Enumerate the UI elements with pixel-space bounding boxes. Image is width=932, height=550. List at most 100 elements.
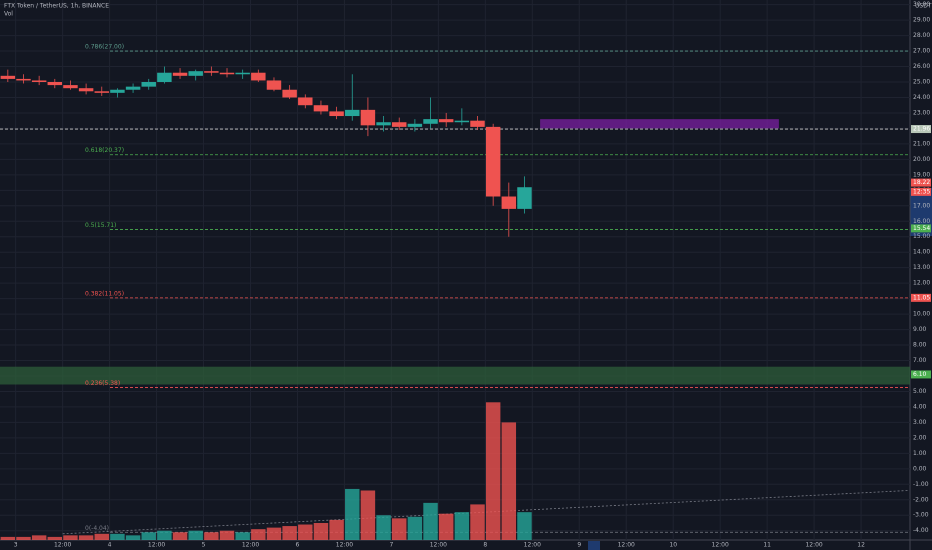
candle-body — [266, 80, 282, 90]
x-tick-label: 10 — [669, 542, 677, 549]
x-tick-label: 12:00 — [242, 542, 259, 549]
volume-bar — [157, 530, 172, 540]
y-tick-label: 13.00 — [913, 264, 930, 271]
x-tick-label: 12:00 — [524, 542, 541, 549]
price-tag-label: 18.22 — [913, 179, 930, 186]
x-tick-label: 12:00 — [430, 542, 447, 549]
y-tick-label: 14.00 — [913, 249, 930, 256]
candle-body — [172, 72, 188, 76]
candle-body — [219, 72, 235, 75]
unit-label: USDT — [915, 3, 932, 10]
x-tick-label: 12:00 — [148, 542, 165, 549]
candle-body — [0, 75, 16, 79]
zone — [0, 366, 910, 385]
volume-bar — [329, 519, 344, 540]
y-tick-label: 25.00 — [913, 79, 930, 86]
volume-bar — [391, 518, 407, 540]
volume-bar — [423, 502, 438, 540]
time-highlight — [588, 541, 600, 550]
y-tick-label: 4.00 — [913, 403, 927, 410]
y-tick-label: 30.00 — [913, 1, 930, 8]
y-tick-label: 12.00 — [913, 280, 930, 287]
chart-title: FTX Token / TetherUS, 1h, BINANCE — [4, 3, 109, 10]
level-label: 0.786(27.00) — [85, 44, 124, 51]
y-tick-label: 27.00 — [913, 48, 930, 55]
x-tick-label: 12 — [857, 542, 865, 549]
price-tag — [911, 293, 931, 302]
volume-bar — [313, 522, 329, 540]
y-tick-label: 28.00 — [913, 32, 930, 39]
candle-body — [110, 89, 125, 93]
volume-bar — [407, 516, 423, 540]
y-tick-label: 20.00 — [913, 156, 930, 163]
price-tag-label: 12:35 — [913, 188, 930, 195]
x-tick-label: 5 — [202, 542, 206, 549]
volume-bar — [16, 536, 31, 540]
volume-bar — [298, 524, 313, 540]
candle-body — [313, 105, 329, 112]
x-tick-label: 12:00 — [805, 542, 822, 549]
volume-bar — [110, 533, 125, 540]
volume-bar — [0, 536, 16, 540]
price-tag — [911, 370, 931, 379]
x-tick-label: 9 — [577, 542, 581, 549]
candle-body — [360, 109, 376, 126]
y-tick-label: 24.00 — [913, 94, 930, 101]
x-tick-label: 11 — [763, 542, 771, 549]
volume-bar — [172, 532, 188, 540]
x-tick-label: 12:00 — [54, 542, 71, 549]
candle-body — [329, 111, 344, 117]
candle-body — [454, 120, 470, 123]
y-tick-label: 1.00 — [913, 450, 927, 457]
candle-body — [141, 82, 156, 87]
volume-bar — [501, 422, 517, 540]
x-tick-label: 12:00 — [618, 542, 635, 549]
volume-bar — [47, 536, 63, 540]
volume-bar — [188, 530, 203, 540]
candle-body — [63, 85, 78, 89]
level-label: 0(-4.04) — [85, 525, 109, 532]
price-tag — [911, 224, 931, 233]
candle-body — [438, 119, 454, 123]
candle-body — [298, 97, 313, 106]
x-tick-label: 3 — [14, 542, 18, 549]
x-tick-label: 4 — [108, 542, 112, 549]
plot: 0.786(27.00) 0.618(20.37) 0.5(15.71) 0.382(… — [0, 0, 910, 540]
y-tick-label: 8.00 — [913, 342, 927, 349]
y-tick-label: 29.00 — [913, 17, 930, 24]
candle-body — [157, 72, 172, 83]
x-tick-label: 7 — [389, 542, 393, 549]
level-label: 0.618(20.37) — [85, 147, 124, 154]
volume-bar — [31, 535, 47, 540]
axis-highlight — [910, 188, 932, 236]
volume-bar — [282, 526, 297, 540]
candle-body — [16, 78, 31, 81]
y-tick-label: 19.00 — [913, 171, 930, 178]
indicator-label: Vol — [4, 11, 13, 18]
price-tag — [911, 187, 931, 196]
y-tick-label: 9.00 — [913, 326, 927, 333]
y-tick-label: 5.00 — [913, 388, 927, 395]
volume-bar — [266, 527, 282, 540]
candle-body — [423, 119, 438, 124]
candle-body — [407, 123, 423, 127]
y-tick-label: 10.00 — [913, 311, 930, 318]
candle-body — [391, 122, 407, 127]
x-tick-label: 12:00 — [336, 542, 353, 549]
price-tag-label: 21.96 — [913, 126, 930, 133]
candle-body — [282, 89, 297, 98]
candle-body — [251, 72, 266, 81]
y-tick-label: 7.00 — [913, 357, 927, 364]
price-tag-label: 6.10 — [913, 371, 927, 378]
price-axis — [910, 0, 932, 550]
trend-line — [62, 490, 909, 535]
volume-bar — [345, 488, 360, 540]
volume-bar — [204, 532, 219, 540]
y-tick-label: -3.00 — [913, 512, 929, 519]
y-tick-label: 23.00 — [913, 109, 930, 116]
volume-bar — [360, 490, 376, 540]
x-tick-label: 12:00 — [712, 542, 729, 549]
level-label: 0.236(5.38) — [85, 380, 120, 387]
